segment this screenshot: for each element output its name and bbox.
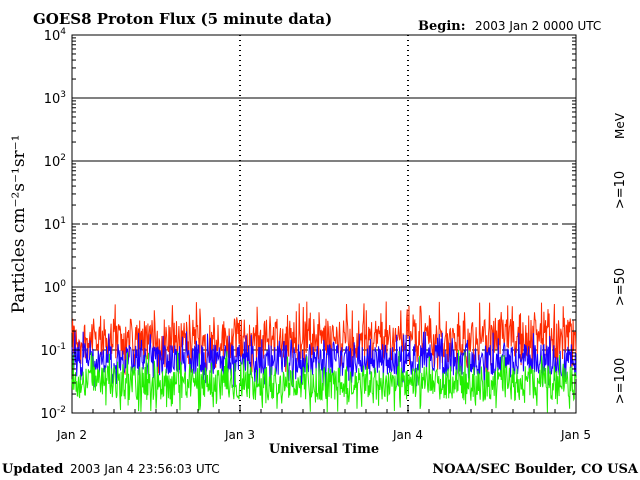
legend: MeV >=10 >=50 >=100 [613,112,628,404]
legend-series-ge50: >=50 [613,268,628,306]
updated-label: Updated [2,462,63,477]
y-axis-ticks: 10-2 10-1 100 101 102 103 104 [40,27,576,422]
y-tick-label: 103 [44,90,66,107]
series-layer [71,301,577,413]
y-tick-label: 10-1 [40,342,66,359]
series-line-ge50 [71,331,577,388]
x-axis-label: Universal Time [269,442,379,457]
y-tick-label: 104 [44,27,67,44]
x-axis-ticks: Jan 2 Jan 3 Jan 4 Jan 5 [56,405,591,442]
y-axis-label: Particles cm⁻²s⁻¹sr⁻¹ [9,135,29,314]
legend-series-ge10: >=10 [613,171,628,209]
begin-label: Begin: [418,19,466,34]
x-tick-label: Jan 5 [560,428,591,442]
chart-title: GOES8 Proton Flux (5 minute data) [33,10,332,28]
x-tick-label: Jan 4 [392,428,423,442]
x-tick-label: Jan 2 [56,428,87,442]
y-tick-label: 101 [44,216,66,233]
updated-value: 2003 Jan 4 23:56:03 UTC [70,462,220,476]
legend-series-ge100: >=100 [613,358,628,405]
source-credit: NOAA/SEC Boulder, CO USA [432,462,639,477]
y-tick-label: 10-2 [40,405,66,422]
legend-unit-mev: MeV [613,112,627,139]
begin-value: 2003 Jan 2 0000 UTC [475,19,601,33]
y-tick-label: 100 [44,279,67,296]
y-tick-label: 102 [44,153,66,170]
series-line-ge100 [71,349,577,413]
x-tick-label: Jan 3 [224,428,255,442]
